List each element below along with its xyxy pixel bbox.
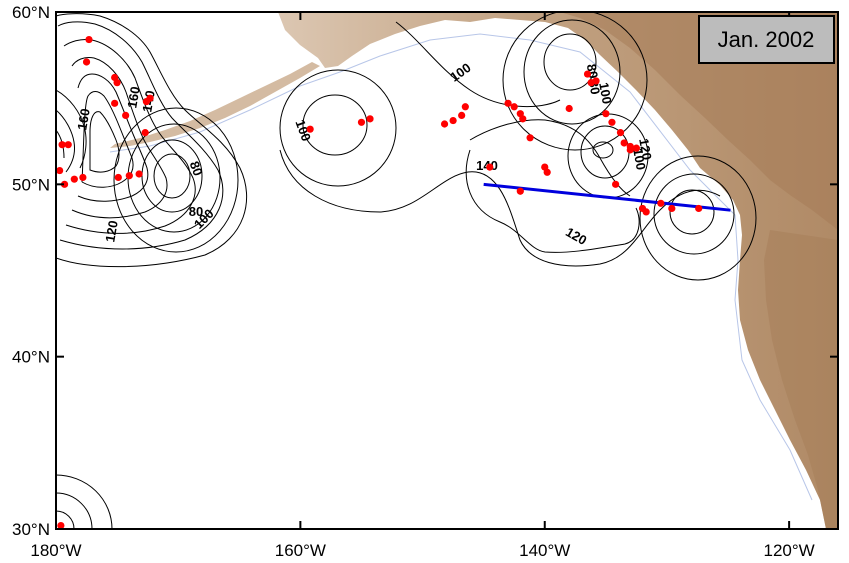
station-point (516, 187, 524, 195)
contour-line (71, 57, 168, 219)
contour-line (77, 73, 149, 202)
contour-label: 160 (74, 107, 93, 131)
station-point (142, 98, 151, 106)
station-point (668, 204, 676, 213)
contour-line (56, 89, 87, 169)
contour-line (543, 33, 597, 91)
contour-label: 120 (636, 137, 655, 161)
contour-line (669, 189, 715, 235)
station-point (440, 120, 449, 128)
alaska-peninsula (110, 62, 320, 148)
y-tick-label: 40°N (12, 348, 50, 367)
contour-labels: 1001001008080100120160140160120140120100… (74, 60, 654, 248)
contour-line (279, 149, 721, 267)
section-line (483, 182, 731, 212)
station-point (125, 172, 133, 180)
contour-line (57, 21, 224, 250)
station-point (612, 180, 620, 188)
contour-line (523, 19, 621, 125)
contour-line (465, 149, 640, 253)
station-point (58, 141, 66, 149)
contour-label: 120 (102, 219, 121, 243)
station-point (64, 141, 72, 149)
station-point (616, 129, 625, 137)
contour-line (639, 155, 757, 281)
date-label-box: Jan. 2002 (698, 15, 835, 64)
station-point (695, 204, 703, 213)
stations-layer (56, 35, 703, 529)
station-point (111, 99, 119, 107)
map-frame (55, 11, 839, 530)
station-point (60, 180, 69, 188)
contour-line (502, 12, 648, 151)
contour-layer (56, 12, 757, 529)
contour-line (89, 111, 120, 173)
station-point (583, 70, 592, 78)
station-point (486, 163, 494, 171)
shelf-break-line (109, 33, 813, 501)
station-point (449, 116, 457, 125)
date-label: Jan. 2002 (718, 27, 815, 52)
contour-label: 160 (124, 85, 143, 109)
y-tick-label: 30°N (12, 520, 50, 539)
north-america-landmass (278, 12, 838, 529)
contour-label: 80 (189, 204, 203, 219)
coastal-mountains (560, 12, 838, 230)
station-point (543, 168, 551, 176)
station-point (82, 58, 91, 66)
x-tick-label: 140°W (519, 541, 570, 560)
contour-line (56, 13, 248, 268)
station-point (79, 173, 87, 182)
station-point (141, 129, 149, 137)
station-point (608, 118, 616, 126)
x-tick-label: 160°W (275, 541, 326, 560)
station-point (70, 175, 78, 183)
y-tick-label: 50°N (12, 175, 50, 194)
contour-line (469, 119, 631, 197)
contour-line (56, 109, 75, 173)
station-point (592, 77, 600, 85)
station-point (461, 103, 469, 111)
station-point (632, 144, 640, 152)
station-point (620, 139, 628, 147)
station-point (122, 111, 130, 119)
station-point (642, 208, 650, 216)
axis-ticks: 180°W 160°W 140°W 120°W 30°N 40°N 50°N 60°N (12, 3, 838, 560)
x-tick-label: 120°W (764, 541, 815, 560)
station-point (519, 115, 527, 123)
station-point (57, 521, 65, 529)
station-point (504, 99, 512, 107)
contour-label: 100 (596, 81, 615, 105)
x-tick-label: 180°W (30, 541, 81, 560)
land-layer (109, 12, 838, 529)
station-point (526, 134, 534, 142)
contour-line (153, 153, 191, 199)
station-point (510, 103, 518, 111)
interior-ranges (764, 230, 838, 529)
station-point (135, 170, 143, 178)
contour-label: 100 (630, 147, 649, 171)
contour-label: 80 (187, 159, 206, 178)
station-point (85, 35, 93, 44)
station-point (458, 111, 466, 119)
contour-line (653, 173, 735, 255)
station-point (565, 104, 573, 113)
y-tick-label: 60°N (12, 3, 50, 22)
contour-line (113, 107, 239, 253)
station-point (56, 166, 64, 175)
station-point (602, 110, 610, 118)
contour-line (592, 141, 614, 159)
station-point (657, 199, 665, 207)
station-point (626, 146, 634, 154)
contour-line (302, 94, 368, 156)
contour-line (81, 91, 134, 188)
station-point (357, 118, 366, 126)
contour-label: 100 (292, 118, 314, 144)
station-point (306, 125, 314, 133)
station-point (113, 79, 121, 87)
contour-line (279, 69, 397, 187)
station-point (114, 173, 122, 182)
station-point (366, 115, 374, 123)
